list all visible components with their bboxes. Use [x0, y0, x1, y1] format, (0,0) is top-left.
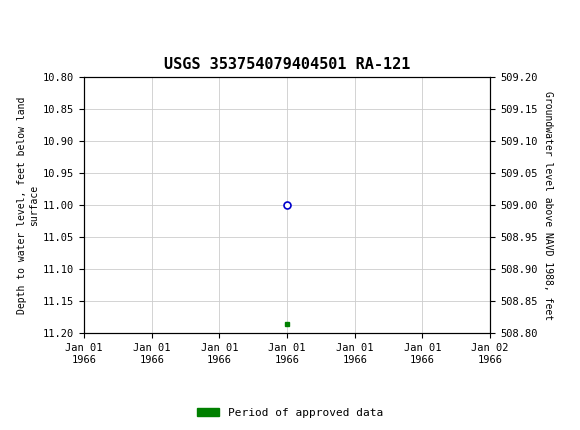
Legend: Period of approved data: Period of approved data [193, 403, 387, 422]
Y-axis label: Groundwater level above NAVD 1988, feet: Groundwater level above NAVD 1988, feet [543, 91, 553, 320]
Text: ≡USGS: ≡USGS [6, 10, 60, 28]
Y-axis label: Depth to water level, feet below land
surface: Depth to water level, feet below land su… [17, 97, 39, 314]
Title: USGS 353754079404501 RA-121: USGS 353754079404501 RA-121 [164, 57, 410, 72]
